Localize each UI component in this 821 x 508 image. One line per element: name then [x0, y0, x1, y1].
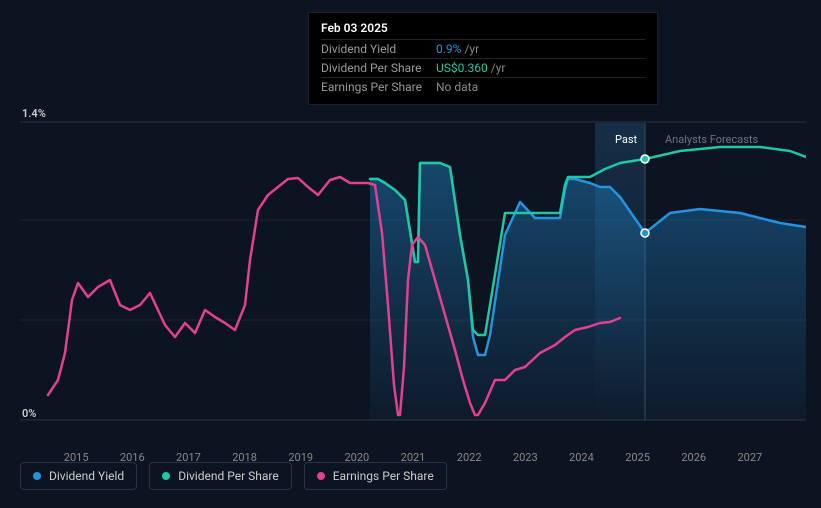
chart-area: 1.4%0% PastAnalysts Forecasts 2015201620…: [20, 105, 806, 448]
y-axis-label: 1.4%: [22, 107, 46, 120]
legend-item[interactable]: Dividend Yield: [20, 462, 137, 490]
legend-label: Dividend Per Share: [178, 469, 279, 483]
x-axis-label: 2027: [737, 451, 762, 464]
legend: Dividend Yield Dividend Per Share Earnings…: [20, 462, 447, 490]
x-axis-label: 2022: [457, 451, 482, 464]
chart-svg: [20, 105, 806, 430]
x-axis-label: 2026: [681, 451, 706, 464]
legend-item[interactable]: Earnings Per Share: [304, 462, 447, 490]
legend-dot: [33, 472, 41, 480]
legend-label: Earnings Per Share: [333, 469, 434, 483]
tooltip-row: Dividend Per ShareUS$0.360/yr: [321, 58, 645, 77]
tooltip-label: Dividend Per Share: [321, 61, 436, 75]
x-axis-label: 2025: [625, 451, 650, 464]
period-label: Past: [615, 133, 637, 146]
legend-item[interactable]: Dividend Per Share: [149, 462, 292, 490]
y-axis-label: 0%: [22, 407, 36, 420]
period-label: Analysts Forecasts: [665, 133, 758, 146]
tooltip-row: Dividend Yield0.9%/yr: [321, 39, 645, 58]
tooltip-value: US$0.360/yr: [436, 61, 506, 75]
legend-dot: [162, 472, 170, 480]
legend-label: Dividend Yield: [49, 469, 124, 483]
tooltip-row: Earnings Per ShareNo data: [321, 77, 645, 96]
x-axis-label: 2024: [569, 451, 594, 464]
tooltip-value: 0.9%/yr: [436, 42, 479, 56]
tooltip: Feb 03 2025 Dividend Yield0.9%/yrDividen…: [308, 12, 658, 105]
tooltip-date: Feb 03 2025: [321, 21, 645, 35]
tooltip-value: No data: [436, 80, 478, 94]
tooltip-label: Dividend Yield: [321, 42, 436, 56]
legend-dot: [317, 472, 325, 480]
x-axis-label: 2023: [513, 451, 538, 464]
tooltip-label: Earnings Per Share: [321, 80, 436, 94]
